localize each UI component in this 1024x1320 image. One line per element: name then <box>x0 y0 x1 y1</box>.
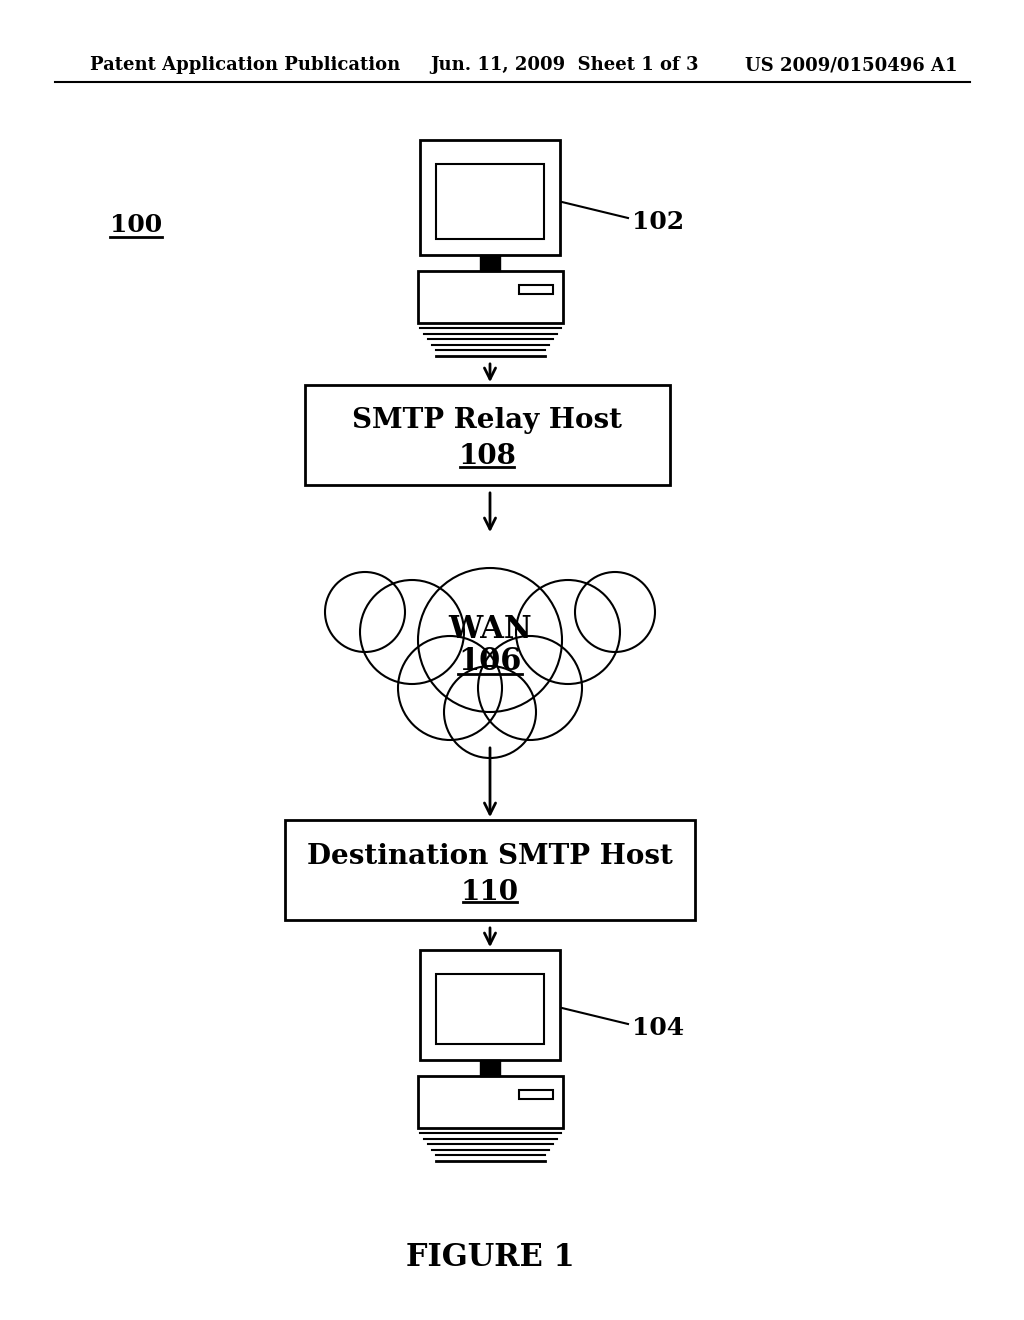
Bar <box>418 1076 563 1129</box>
Bar <box>420 140 560 255</box>
Text: Destination SMTP Host: Destination SMTP Host <box>307 842 673 870</box>
Bar <box>418 271 563 323</box>
Bar <box>519 285 553 294</box>
Text: US 2009/0150496 A1: US 2009/0150496 A1 <box>745 55 957 74</box>
Bar <box>436 974 544 1044</box>
Bar <box>480 1060 500 1076</box>
Bar <box>305 385 670 484</box>
Bar <box>480 255 500 271</box>
Text: WAN: WAN <box>449 615 531 645</box>
Text: Patent Application Publication: Patent Application Publication <box>90 55 400 74</box>
Text: 106: 106 <box>459 647 521 677</box>
Text: Jun. 11, 2009  Sheet 1 of 3: Jun. 11, 2009 Sheet 1 of 3 <box>430 55 698 74</box>
Bar <box>519 1090 553 1100</box>
Bar <box>436 164 544 239</box>
Text: 108: 108 <box>458 444 516 470</box>
Text: 102: 102 <box>632 210 684 234</box>
Text: 104: 104 <box>632 1016 684 1040</box>
Text: 100: 100 <box>110 213 162 238</box>
Text: 110: 110 <box>461 879 519 906</box>
Text: FIGURE 1: FIGURE 1 <box>406 1242 574 1274</box>
Text: SMTP Relay Host: SMTP Relay Host <box>352 408 622 434</box>
Bar <box>420 950 560 1060</box>
Bar <box>285 820 695 920</box>
